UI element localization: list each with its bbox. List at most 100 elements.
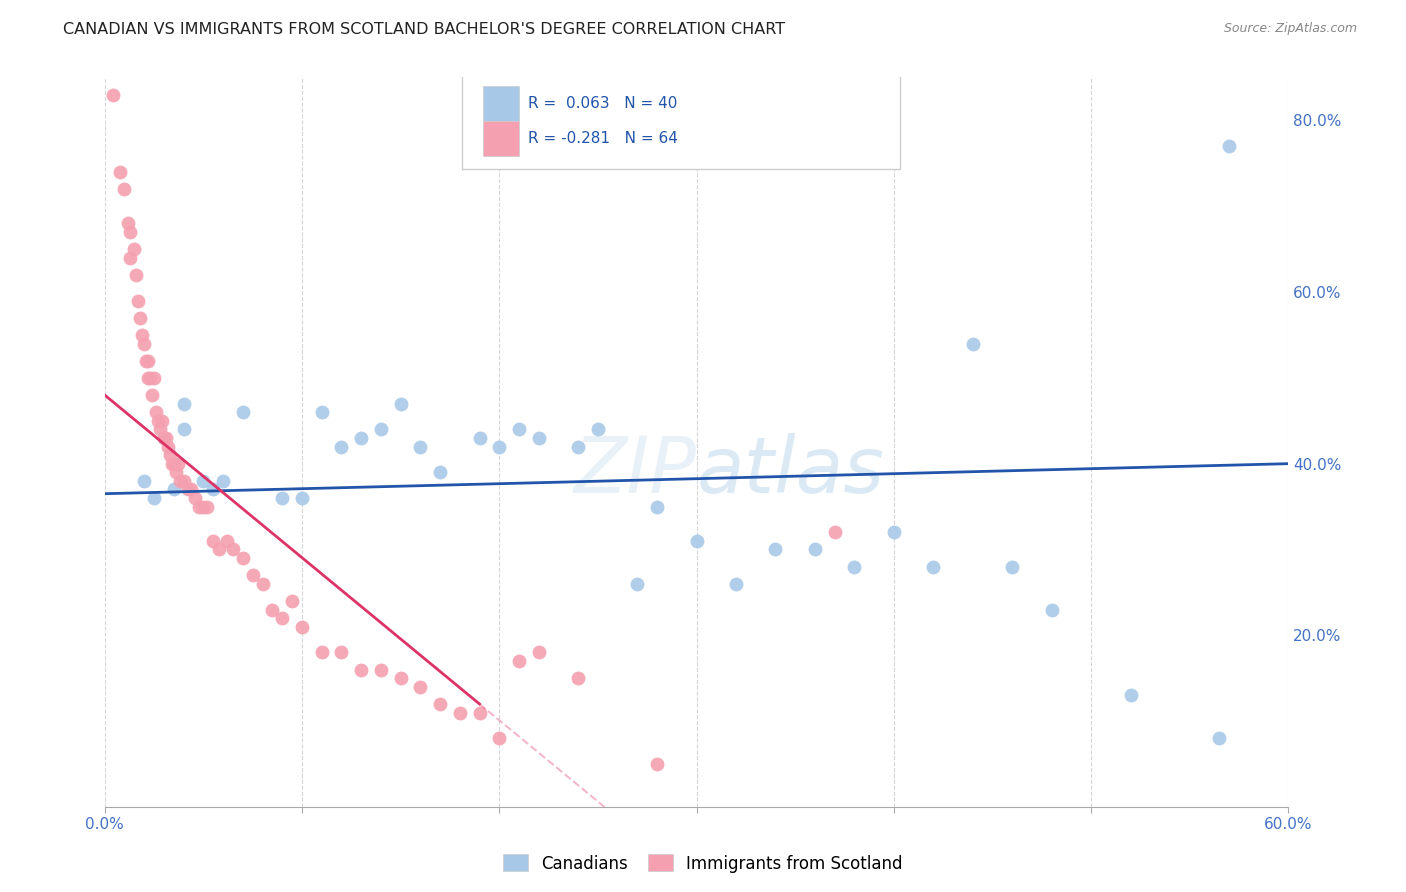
Point <box>101 87 124 102</box>
Point <box>468 431 491 445</box>
Point <box>176 483 198 497</box>
Point <box>208 542 231 557</box>
Point <box>1208 731 1230 746</box>
Point <box>110 165 132 179</box>
Point <box>567 671 589 685</box>
Point <box>163 483 186 497</box>
Point <box>724 577 747 591</box>
Point <box>350 663 373 677</box>
Text: atlas: atlas <box>696 434 884 509</box>
Point <box>1119 689 1142 703</box>
Point <box>586 422 609 436</box>
Point <box>1218 139 1240 153</box>
Point <box>131 327 153 342</box>
Point <box>143 371 166 385</box>
Point <box>136 371 159 385</box>
Point <box>153 431 176 445</box>
Text: R = -0.281   N = 64: R = -0.281 N = 64 <box>529 131 678 146</box>
Point <box>159 448 181 462</box>
Point <box>215 533 238 548</box>
Point <box>883 525 905 540</box>
Point <box>129 310 152 325</box>
Point <box>370 663 392 677</box>
Point <box>160 457 183 471</box>
Point <box>149 422 172 436</box>
Point <box>429 697 451 711</box>
Point <box>134 474 156 488</box>
Point <box>222 542 245 557</box>
Point <box>527 645 550 659</box>
Point <box>169 474 191 488</box>
Point <box>291 491 314 505</box>
Point <box>350 431 373 445</box>
Point <box>370 422 392 436</box>
Point <box>962 336 984 351</box>
Point <box>193 474 215 488</box>
Point <box>281 594 304 608</box>
Point <box>173 422 195 436</box>
Point <box>508 654 530 668</box>
Point <box>166 457 188 471</box>
Point <box>202 533 225 548</box>
Point <box>242 568 264 582</box>
Text: ZIP: ZIP <box>574 434 696 509</box>
Text: CANADIAN VS IMMIGRANTS FROM SCOTLAND BACHELOR'S DEGREE CORRELATION CHART: CANADIAN VS IMMIGRANTS FROM SCOTLAND BAC… <box>63 22 786 37</box>
Point <box>188 500 211 514</box>
Point <box>330 645 353 659</box>
Point <box>145 405 167 419</box>
Point <box>232 551 254 566</box>
Point <box>141 388 163 402</box>
Point <box>117 216 139 230</box>
Point <box>429 465 451 479</box>
Point <box>163 457 186 471</box>
Point <box>135 353 157 368</box>
Point <box>122 242 145 256</box>
Point <box>232 405 254 419</box>
Legend: Canadians, Immigrants from Scotland: Canadians, Immigrants from Scotland <box>496 847 910 880</box>
Point <box>112 182 135 196</box>
Point <box>488 440 510 454</box>
Point <box>844 559 866 574</box>
Point <box>527 431 550 445</box>
Point <box>252 577 274 591</box>
Point <box>146 414 169 428</box>
Point <box>409 680 432 694</box>
Point <box>645 757 668 772</box>
Point <box>180 483 202 497</box>
Point <box>449 706 471 720</box>
Point <box>150 414 173 428</box>
Text: Source: ZipAtlas.com: Source: ZipAtlas.com <box>1223 22 1357 36</box>
Point <box>262 602 284 616</box>
Point <box>212 474 235 488</box>
Point <box>409 440 432 454</box>
Point <box>804 542 827 557</box>
Point <box>824 525 846 540</box>
Point <box>468 706 491 720</box>
Point <box>156 440 179 454</box>
Point <box>626 577 648 591</box>
Point <box>330 440 353 454</box>
Point <box>1040 602 1063 616</box>
Point <box>508 422 530 436</box>
Point <box>311 645 333 659</box>
Point <box>143 491 166 505</box>
Point <box>120 225 142 239</box>
Point <box>922 559 945 574</box>
Point <box>567 440 589 454</box>
Bar <box>484 87 519 121</box>
Point <box>165 465 187 479</box>
Point <box>645 500 668 514</box>
Bar <box>484 121 519 156</box>
Point <box>195 500 218 514</box>
Point <box>389 396 412 410</box>
Point <box>120 251 142 265</box>
Point <box>488 731 510 746</box>
Point <box>134 336 156 351</box>
Point <box>765 542 787 557</box>
Text: R =  0.063   N = 40: R = 0.063 N = 40 <box>529 96 678 112</box>
Point <box>173 396 195 410</box>
FancyBboxPatch shape <box>463 70 900 169</box>
Point <box>136 353 159 368</box>
Point <box>389 671 412 685</box>
Point <box>184 491 207 505</box>
